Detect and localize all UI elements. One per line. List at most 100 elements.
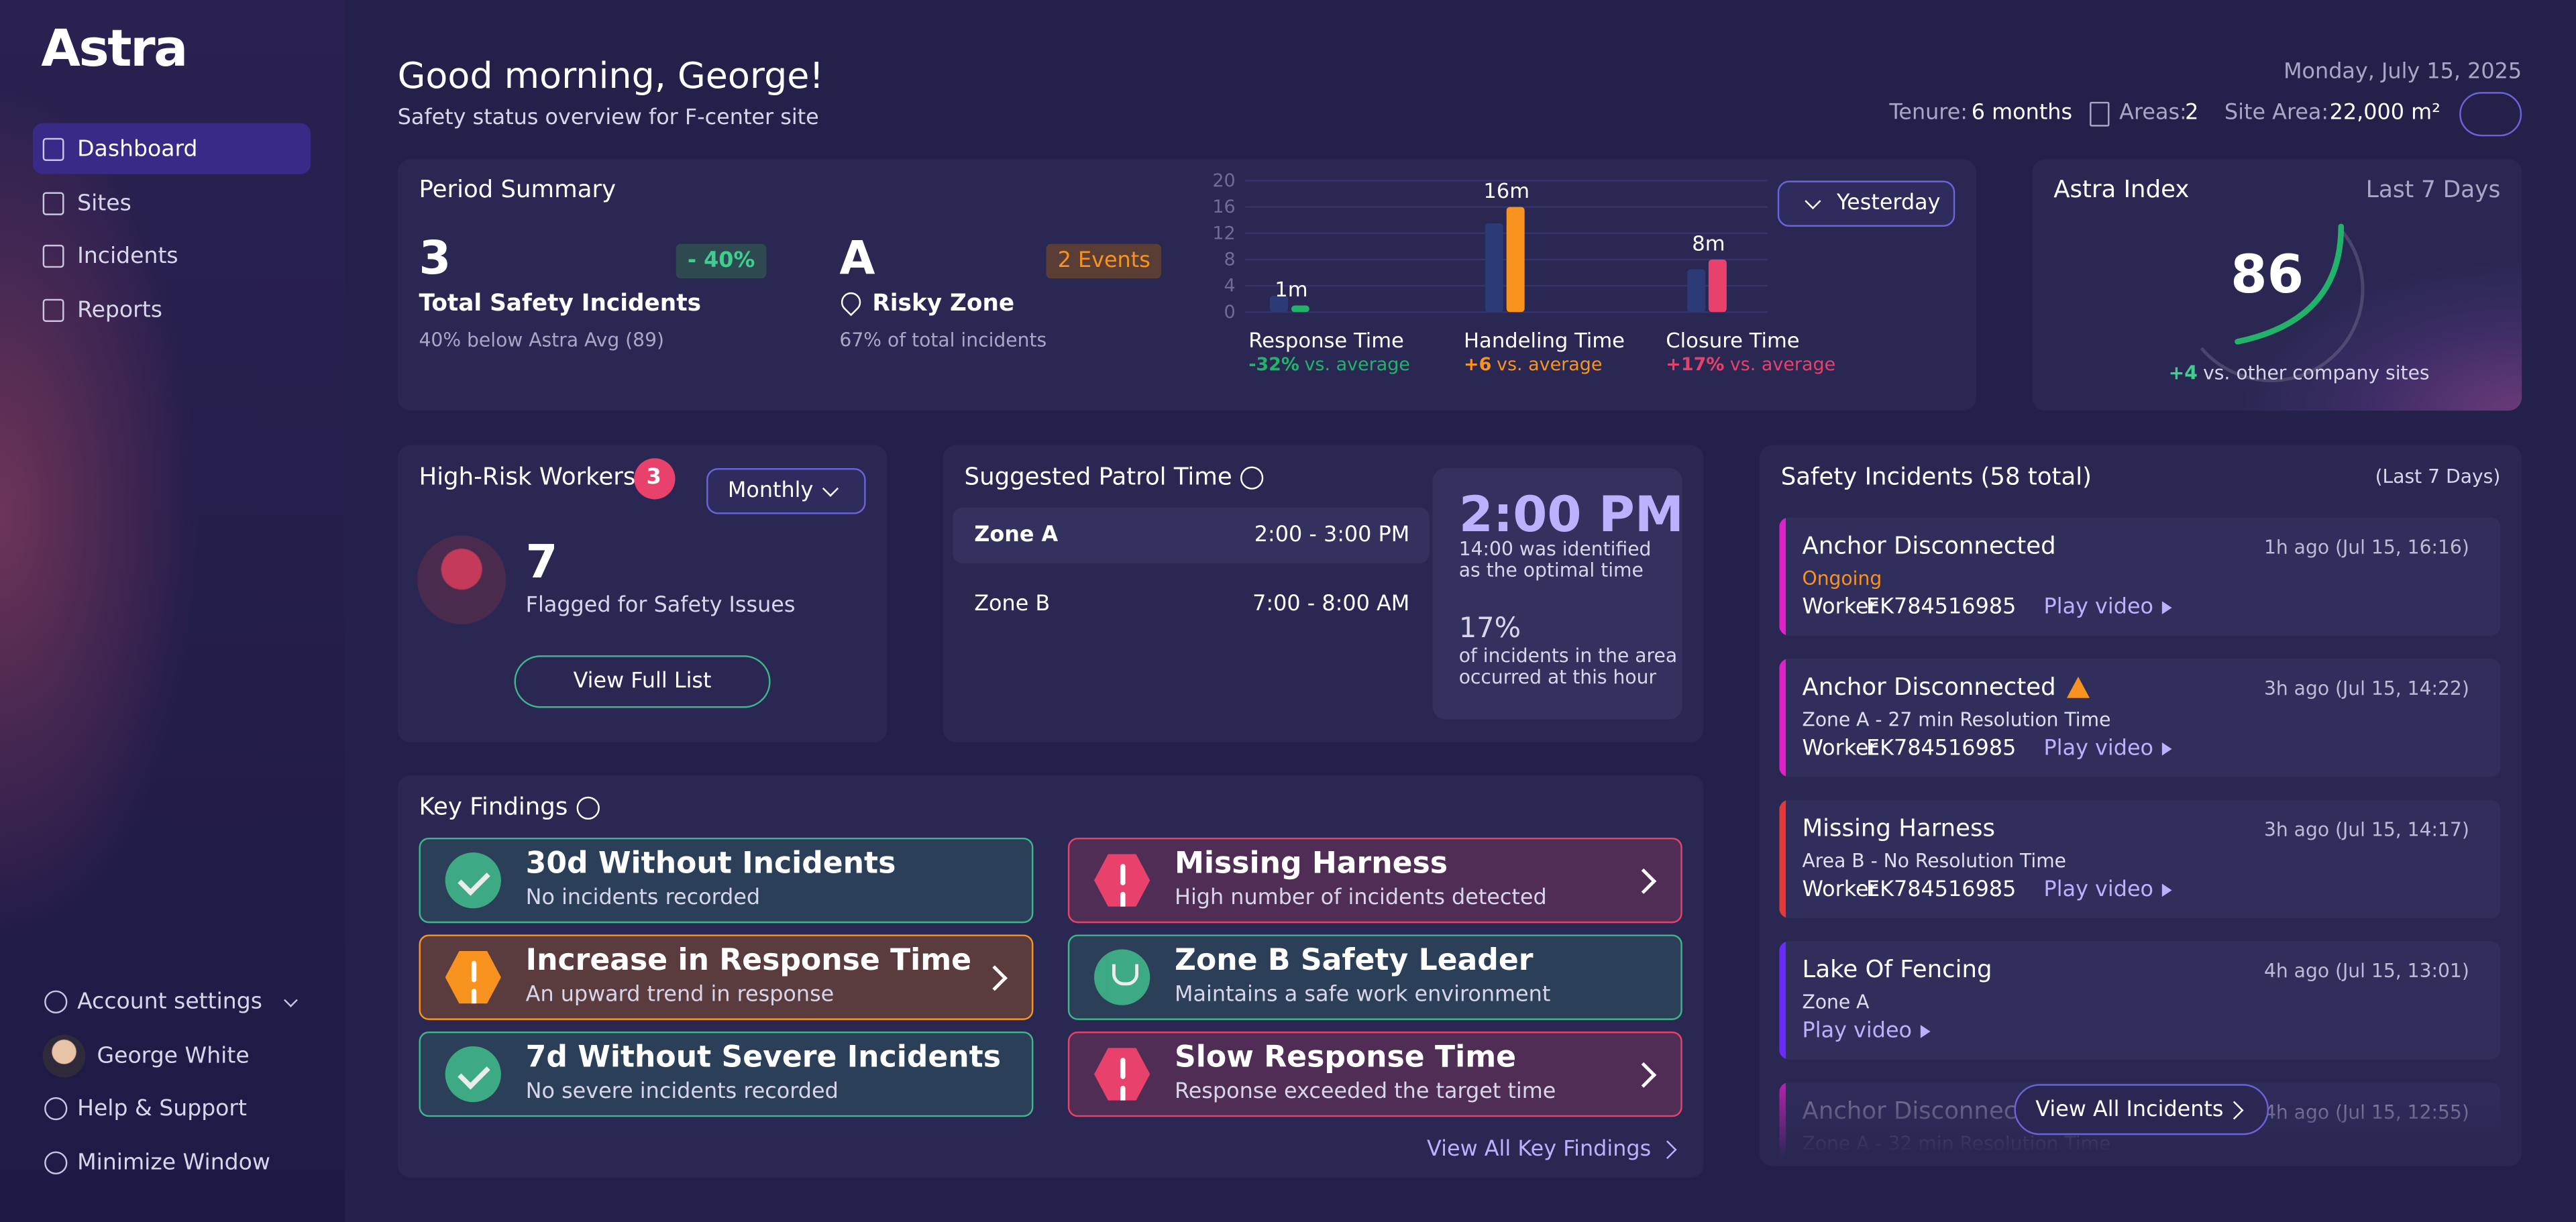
footer-item[interactable]: Minimize Window	[77, 1150, 270, 1176]
index-value: 86	[2231, 243, 2304, 306]
filter-label: Monthly	[727, 478, 814, 504]
nav-item[interactable]: Dashboard	[77, 136, 198, 163]
zone-time: 2:00 - 3:00 PM	[1254, 523, 1410, 548]
finding-text: High number of incidents detected	[1175, 886, 1547, 911]
card-title: Suggested Patrol Time	[964, 465, 1232, 492]
comparison-delta: -32%	[1248, 353, 1299, 376]
finding-card[interactable]	[1067, 837, 1682, 924]
severity-bar	[1779, 941, 1786, 1060]
finding-text: Response exceeded the target time	[1175, 1080, 1556, 1105]
card-title: Astra Index	[2053, 177, 2190, 204]
incident-item[interactable]	[1779, 941, 2501, 1060]
edit-button[interactable]	[2459, 92, 2522, 137]
worker-avatar	[417, 535, 506, 624]
badge-dot	[634, 458, 676, 500]
severity-bar	[1779, 517, 1786, 636]
share-note: occurred at this hour	[1458, 665, 1657, 689]
nav-icon	[42, 191, 64, 215]
finding-icon	[445, 1046, 501, 1103]
findings-link[interactable]: View All Key Findings	[1427, 1137, 1652, 1162]
incident-time: 4h ago (Jul 15, 12:55)	[2263, 1100, 2469, 1124]
icon	[44, 990, 68, 1014]
footer-item[interactable]: Account settings	[77, 989, 262, 1015]
incident-time: 3h ago (Jul 15, 14:22)	[2263, 676, 2469, 700]
comparison-delta: +6	[1464, 353, 1492, 376]
footer-item[interactable]: George White	[97, 1043, 250, 1070]
y-tick-label: 16	[1212, 196, 1236, 218]
finding-card[interactable]	[419, 934, 1034, 1020]
count-label: Flagged for Safety Issues	[525, 594, 796, 619]
play-icon	[2161, 601, 2172, 614]
meta: Tenure:	[1889, 101, 1968, 126]
checkmark	[458, 863, 490, 896]
card-title: High-Risk Workers	[419, 465, 636, 492]
label: Total Safety Incidents	[419, 290, 702, 317]
play-video[interactable]: Play video	[2043, 877, 2154, 903]
nav-item[interactable]: Sites	[77, 190, 131, 217]
view-list-button[interactable]	[514, 655, 771, 708]
filter-dropdown[interactable]	[1777, 180, 1955, 227]
exclamation	[1119, 1058, 1125, 1079]
incident-detail: Zone A - 32 min Resolution Time	[1802, 1131, 2111, 1155]
optimal-note: as the optimal time	[1458, 558, 1644, 581]
meta: Areas:	[2119, 101, 2187, 126]
finding-card	[419, 1031, 1034, 1117]
play-icon	[2161, 742, 2172, 756]
zone-row-highlight	[953, 507, 1430, 564]
card-title: Safety Incidents (58 total)	[1780, 465, 2092, 492]
incident-title: Lake Of Fencing	[1802, 957, 1992, 984]
worker-label: Worker	[1802, 877, 1878, 903]
share-note: of incidents in the area	[1458, 644, 1678, 667]
optimal-panel	[1432, 467, 1682, 720]
badge: 3	[646, 465, 661, 491]
date: Monday, July 15, 2025	[2284, 60, 2522, 85]
play-video[interactable]: Play video	[1802, 1019, 1913, 1044]
value-label: 16m	[1483, 178, 1530, 203]
finding-text: Maintains a safe work environment	[1175, 983, 1551, 1008]
incident-item[interactable]	[1779, 799, 2501, 918]
finding-title: Increase in Response Time	[525, 943, 972, 979]
nav-item[interactable]: Incidents	[77, 243, 178, 270]
incident-title: Missing Harness	[1802, 816, 1996, 843]
severity-bar	[1779, 1082, 1786, 1158]
total: 3	[419, 231, 451, 285]
incident-title: Anchor Disconnected	[1802, 533, 2056, 561]
y-tick-label: 8	[1224, 249, 1236, 270]
finding-title: Missing Harness	[1175, 846, 1448, 881]
incident-item[interactable]	[1779, 517, 2501, 636]
incident-title: Anchor Disconnected	[1802, 1099, 2056, 1125]
view-all-button[interactable]	[2014, 1084, 2269, 1135]
filter-dropdown[interactable]	[706, 467, 866, 514]
nav-active	[32, 123, 311, 174]
comparison-text: vs. average	[1497, 353, 1603, 376]
zone-name: Zone B	[974, 592, 1051, 617]
incident-list: Anchor Disconnected 1h ago (Jul 15, 16:16…	[1779, 517, 2502, 1158]
play-video[interactable]: Play video	[2043, 595, 2154, 620]
finding-title: 30d Without Incidents	[525, 846, 896, 881]
card-title: Key Findings	[419, 795, 568, 822]
incident-status: Ongoing	[1802, 566, 1882, 590]
finding-icon	[1094, 1048, 1150, 1101]
value-label: 8m	[1692, 231, 1725, 256]
worker-id: EK784516985	[1866, 736, 2017, 762]
finding-title: Slow Response Time	[1175, 1040, 1517, 1075]
help-icon	[1240, 466, 1264, 490]
meta: 2	[2185, 101, 2199, 126]
card-title: Period Summary	[419, 177, 616, 204]
play-icon	[2161, 883, 2172, 897]
button-label: View All Incidents	[2035, 1098, 2224, 1123]
finding-title: Zone B Safety Leader	[1175, 943, 1534, 979]
finding-card[interactable]	[1067, 1031, 1682, 1117]
nav-item[interactable]: Reports	[77, 297, 162, 324]
play-video[interactable]: Play video	[2043, 736, 2154, 762]
x-tick-label: Handeling Time	[1464, 327, 1625, 353]
meta: 22,000 m²	[2329, 101, 2440, 126]
help-icon	[576, 796, 600, 820]
severity-bar	[1779, 659, 1786, 777]
footer-item[interactable]: Help & Support	[77, 1095, 247, 1122]
button-label: View Full List	[573, 669, 712, 694]
nav-icon	[42, 137, 64, 162]
worker-id: EK784516985	[1866, 595, 2017, 620]
incident-item[interactable]	[1779, 659, 2501, 777]
